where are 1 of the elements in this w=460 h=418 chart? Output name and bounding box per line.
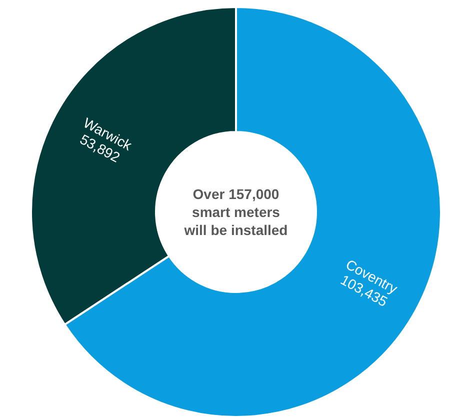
text: Over 157,000 smart meters will be installed — [183, 186, 288, 238]
